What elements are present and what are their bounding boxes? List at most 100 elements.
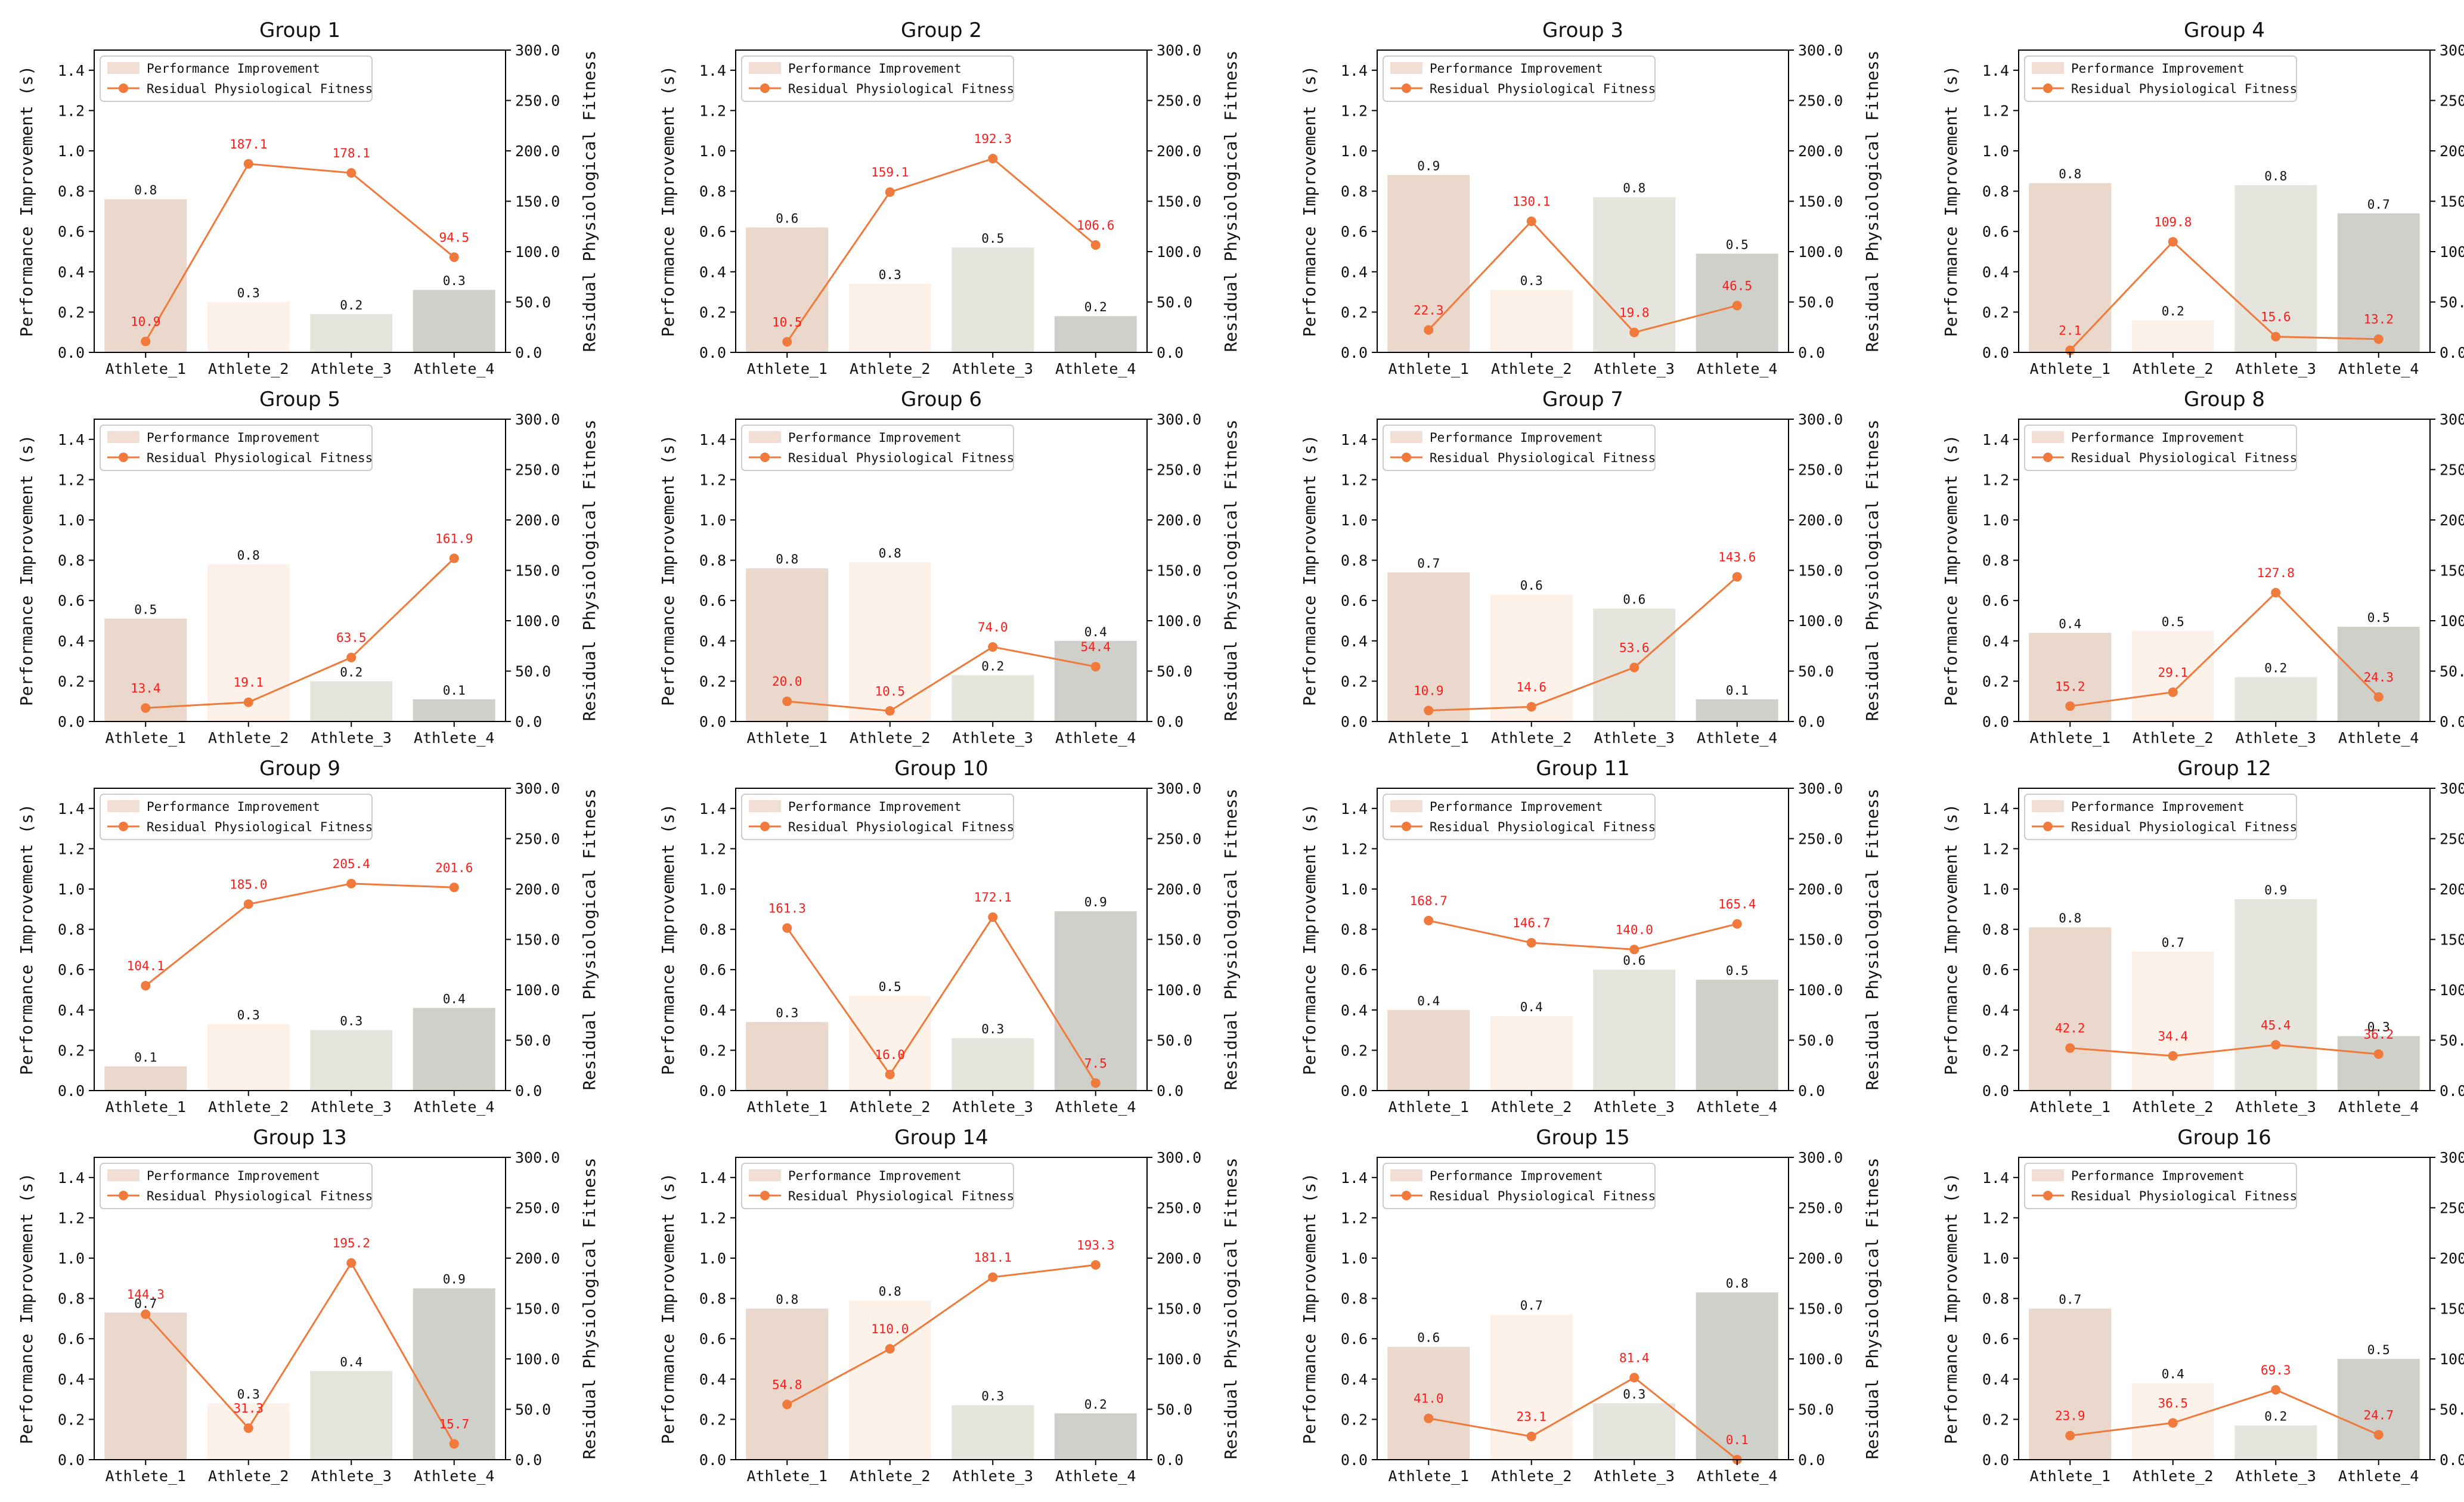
legend-line-marker (1402, 453, 1411, 462)
left-tick-label: 0.2 (58, 304, 85, 321)
line-marker (346, 878, 357, 888)
right-axis-label: Residual Physiological Fitness (1221, 420, 1241, 721)
bar-value-label: 0.2 (2264, 1410, 2287, 1424)
legend-label-performance: Performance Improvement (147, 800, 320, 814)
line-value-label: 195.2 (333, 1236, 370, 1250)
bar-value-label: 0.9 (2264, 883, 2287, 897)
left-tick-label: 1.2 (1341, 1209, 1368, 1227)
bar-value-label: 0.9 (443, 1272, 466, 1287)
right-tick-label: 100.0 (2440, 1351, 2464, 1368)
right-tick-label: 300.0 (1157, 42, 1201, 59)
bar-value-label: 0.3 (981, 1389, 1004, 1404)
line-marker (2065, 1430, 2075, 1441)
right-tick-label: 100.0 (1798, 981, 1843, 999)
line-value-label: 74.0 (978, 620, 1008, 634)
left-tick-label: 0.6 (699, 592, 726, 609)
line-marker (1090, 240, 1101, 250)
bar-value-label: 0.4 (443, 992, 466, 1006)
right-tick-label: 250.0 (1798, 462, 1843, 479)
legend-bar-swatch (749, 800, 781, 812)
legend-bar-swatch (2032, 1169, 2064, 1181)
right-tick-label: 50.0 (2440, 663, 2464, 680)
fitness-line (2069, 240, 2379, 351)
bar (1490, 290, 1573, 352)
left-tick-label: 0.8 (1982, 921, 2009, 939)
bar (2337, 1036, 2420, 1091)
subplot-title: Group 16 (2177, 1126, 2271, 1150)
right-tick-label: 50.0 (1157, 1032, 1192, 1049)
bar-value-label: 0.8 (776, 552, 798, 566)
left-axis-label: Performance Improvement (s) (658, 804, 678, 1075)
line-value-label: 127.8 (2257, 566, 2295, 580)
left-axis-label: Performance Improvement (s) (658, 1173, 678, 1444)
right-tick-label: 100.0 (1157, 1351, 1201, 1368)
line-value-label: 2.1 (2059, 323, 2081, 337)
left-tick-label: 0.4 (1982, 264, 2009, 281)
line-value-label: 42.2 (2055, 1021, 2085, 1036)
bar (2029, 183, 2112, 352)
x-tick-label: Athlete_4 (1697, 1098, 1777, 1116)
left-tick-label: 0.0 (1341, 344, 1368, 361)
right-tick-label: 50.0 (515, 1401, 551, 1419)
line-marker (2373, 692, 2384, 702)
x-tick-label: Athlete_1 (2030, 360, 2110, 377)
left-tick-label: 1.2 (1982, 840, 2009, 857)
subplot-title: Group 3 (1542, 18, 1623, 42)
right-tick-label: 250.0 (1157, 1200, 1201, 1217)
legend: Performance Improvement Residual Physiolo… (1383, 425, 1656, 471)
legend-label-fitness: Residual Physiological Fitness (1430, 820, 1656, 834)
right-tick-label: 50.0 (2440, 1032, 2464, 1049)
fitness-line (2070, 1389, 2379, 1437)
left-tick-label: 1.4 (699, 62, 726, 79)
bar (951, 247, 1034, 352)
right-tick-label: 50.0 (2440, 294, 2464, 311)
bar (104, 199, 187, 352)
left-tick-label: 0.8 (1341, 183, 1368, 200)
fitness-line (145, 882, 454, 987)
bar (1696, 1292, 1778, 1460)
fitness-line (1428, 219, 1738, 334)
legend-label-fitness: Residual Physiological Fitness (2071, 820, 2297, 834)
subplot-group-4: Group 4 0.8 0.2 0.8 0.7 2.1 109.8 15.6 13.2 0.0 0.… (1941, 18, 2464, 377)
left-tick-label: 1.4 (1982, 800, 2009, 817)
x-tick-label: Athlete_3 (2236, 360, 2316, 377)
line-value-label: 94.5 (439, 230, 469, 244)
bar (1387, 1346, 1470, 1460)
bar-value-label: 0.8 (879, 546, 901, 560)
right-tick-label: 200.0 (1157, 143, 1201, 160)
line-value-label: 7.5 (1084, 1056, 1107, 1070)
left-tick-label: 0.2 (1982, 1042, 2009, 1059)
bar (2234, 899, 2317, 1091)
legend-label-fitness: Residual Physiological Fitness (788, 1189, 1014, 1203)
legend: Performance Improvement Residual Physiolo… (100, 1163, 373, 1209)
bar (1054, 911, 1137, 1091)
x-tick-label: Athlete_1 (1388, 1467, 1469, 1485)
line-value-label: 10.5 (875, 684, 905, 698)
line-marker (141, 1309, 151, 1320)
line-marker (449, 553, 459, 563)
subplot-group-9: Group 9 0.1 0.3 0.3 0.4 104.1 185.0 205.4 201.6 0… (17, 757, 599, 1116)
left-tick-label: 0.4 (1982, 1371, 2009, 1388)
bar (746, 568, 829, 721)
line-value-label: 24.7 (2363, 1408, 2394, 1422)
subplot-title: Group 14 (894, 1126, 988, 1150)
bar (848, 284, 931, 352)
right-tick-label: 100.0 (2440, 243, 2464, 261)
legend-box (100, 794, 373, 840)
right-axis-label: Residual Physiological Fitness (1862, 1158, 1882, 1460)
left-tick-label: 0.0 (1341, 713, 1368, 730)
line-marker (449, 1439, 459, 1449)
legend: Performance Improvement Residual Physiolo… (2024, 425, 2297, 471)
legend-bar-swatch (1390, 1169, 1422, 1181)
line-marker (2168, 237, 2178, 247)
left-axis-label: Performance Improvement (s) (17, 804, 36, 1075)
bar-value-label: 0.3 (237, 1387, 260, 1401)
left-tick-label: 1.4 (1341, 62, 1368, 79)
right-tick-label: 300.0 (1798, 1149, 1843, 1166)
left-tick-label: 0.2 (58, 1411, 85, 1428)
left-axis-label: Performance Improvement (s) (1300, 66, 1319, 337)
left-tick-label: 0.8 (58, 552, 85, 569)
x-tick-label: Athlete_4 (414, 1098, 494, 1116)
x-tick-label: Athlete_1 (1388, 1098, 1469, 1116)
legend-line-marker (760, 822, 770, 831)
